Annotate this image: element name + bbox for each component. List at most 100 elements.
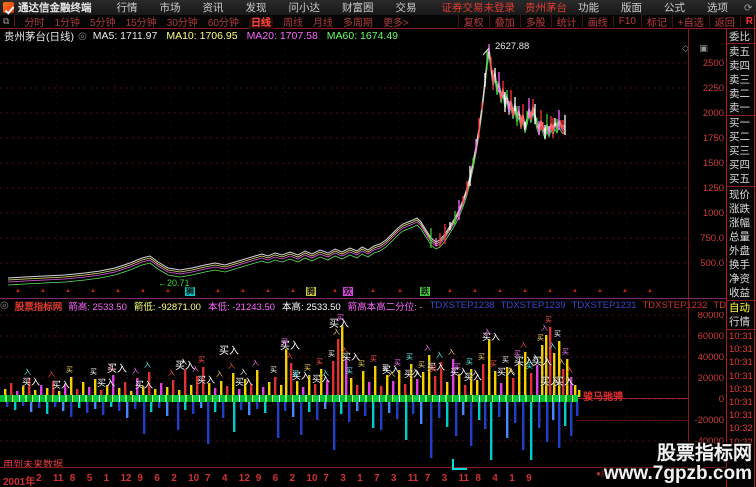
signal-noise-glyph: 入: [24, 369, 31, 376]
small-watermark: ●股票指: [596, 469, 625, 478]
tool-button-复权[interactable]: 复权: [457, 14, 489, 29]
menu-item-问小达[interactable]: 问小达: [288, 2, 321, 14]
quote-row-卖三[interactable]: 卖三: [729, 73, 750, 86]
chart-corner-icons[interactable]: ◇ ▣: [682, 43, 712, 53]
sell-marker-icon: ▲: [647, 288, 653, 294]
quote-row-卖五[interactable]: 卖五: [729, 45, 750, 58]
gear-icon[interactable]: ◎: [78, 30, 87, 42]
quote-row-行情[interactable]: 行情: [729, 316, 750, 329]
x-axis-month-label: 2: [171, 473, 177, 484]
quote-row-买三[interactable]: 买三: [729, 145, 750, 158]
indicator-step-labels: TDXSTEP1238 TDXSTEP1239 TDXSTEP1231 TDXSTEP…: [430, 300, 726, 311]
quote-row-收益[interactable]: 收益: [729, 287, 750, 300]
period-tab-60分钟[interactable]: 60分钟: [207, 18, 239, 29]
signal-noise-glyph: 买: [370, 356, 377, 363]
tool-button-多股[interactable]: 多股: [519, 14, 551, 29]
signal-noise-glyph: 入: [333, 329, 340, 336]
sell-marker-icon: ▲: [622, 288, 628, 294]
indicator-gear-icon[interactable]: ◎: [0, 300, 9, 311]
quote-row-买四[interactable]: 买四: [729, 159, 750, 172]
period-tab-30分钟[interactable]: 30分钟: [166, 18, 198, 29]
indicator-bar-chart[interactable]: [0, 312, 688, 460]
refresh-icon[interactable]: ⟳: [744, 2, 753, 14]
login-status[interactable]: 证券交易未登录: [441, 2, 516, 14]
signal-noise-glyph: 买: [478, 354, 485, 361]
period-tab-日线[interactable]: 日线: [248, 18, 273, 29]
period-tabs: 分时 1分钟 5分钟 15分钟 30分钟 60分钟 日线 周线 月线 多周期 更多>: [19, 14, 413, 29]
indicator-site-link[interactable]: 股票指标网: [14, 301, 63, 313]
signal-noise-glyph: 买: [304, 365, 311, 372]
tool-button-F10[interactable]: F10: [612, 16, 641, 27]
menu-item-财富圈[interactable]: 财富圈: [342, 2, 374, 14]
period-tab-1分钟[interactable]: 1分钟: [54, 18, 80, 29]
menu-item-市场[interactable]: 市场: [159, 2, 181, 14]
main-kline-chart[interactable]: [0, 43, 688, 296]
signal-noise-glyph: 买: [328, 351, 335, 358]
x-axis-year-label: 2001年: [3, 477, 36, 487]
quote-row-卖二[interactable]: 卖二: [729, 87, 750, 100]
signal-noise-glyph: 入: [388, 371, 395, 378]
price-axis-label: 500.0: [700, 258, 724, 269]
indicator-axis-label: -40000: [694, 436, 724, 447]
x-axis-month-label: 3: [340, 473, 346, 484]
period-tab-多周期[interactable]: 多周期: [342, 18, 373, 29]
ma-value: MA20: 1707.58: [246, 30, 318, 42]
menu-item-公式[interactable]: 公式: [664, 2, 685, 14]
indicator-values: 箭高: 2533.50 箭低: -92871.00 本低: -21243.50 本高:…: [68, 299, 429, 313]
period-tab-周线[interactable]: 周线: [282, 18, 303, 29]
menu-item-资讯[interactable]: 资讯: [202, 2, 224, 14]
tool-button-返回[interactable]: 返回: [708, 14, 740, 29]
signal-noise-glyph: 买: [292, 371, 299, 378]
buy-signal-label: 买入: [514, 357, 534, 368]
signal-noise-glyph: 买: [406, 354, 413, 361]
quote-row-买二[interactable]: 买二: [729, 131, 750, 144]
period-tab-分时[interactable]: 分时: [24, 18, 45, 29]
period-tab-15分钟[interactable]: 15分钟: [125, 18, 157, 29]
x-axis-month-label: 11: [52, 473, 64, 484]
quote-row-外盘[interactable]: 外盘: [729, 244, 750, 257]
quote-row-买一[interactable]: 买一: [729, 117, 750, 130]
quote-row-净资[interactable]: 净资: [729, 273, 750, 286]
period-tab-月线[interactable]: 月线: [312, 18, 333, 29]
menu-item-发现[interactable]: 发现: [245, 2, 267, 14]
x-axis-month-label: 5: [86, 473, 93, 484]
signal-noise-glyph: 入: [192, 366, 199, 373]
signal-noise-glyph: 买: [198, 357, 205, 364]
signal-noise-glyph: 买: [502, 357, 509, 364]
buy-signal-label: 买入: [22, 377, 41, 387]
x-axis[interactable]: 2001年 2 11 8 5 1 12 9 6 2 10 7 4 12 9 6 2 10 7 3 1 7 3 11 7 3 11 8 4…: [0, 467, 726, 487]
signal-noise-glyph: 入: [240, 369, 247, 376]
tool-button-标记[interactable]: 标记: [640, 14, 672, 29]
buy-signal-label: 买入: [135, 380, 154, 390]
tool-button-统计[interactable]: 统计: [550, 14, 582, 29]
signal-noise-glyph: 买: [490, 361, 497, 368]
quote-row-涨幅[interactable]: 涨幅: [729, 216, 750, 229]
buy-signal-label: 买入: [540, 377, 560, 388]
quote-row-换手[interactable]: 换手: [729, 259, 750, 272]
menu-item-行情[interactable]: 行情: [116, 2, 138, 14]
period-tab-更多>[interactable]: 更多>: [382, 18, 409, 29]
quote-row-涨跌[interactable]: 涨跌: [729, 202, 750, 215]
menu-item-选项[interactable]: 选项: [707, 2, 728, 14]
signal-noise-glyph: 买: [514, 351, 521, 358]
indicator-field: 本低: -21243.50: [207, 301, 276, 313]
chart-header: 贵州茅台(日线) ◎ MA5: 1711.97 MA10: 1706.95 MA20…: [0, 29, 726, 43]
quote-row-卖一[interactable]: 卖一: [729, 102, 750, 115]
quote-row-总量[interactable]: 总量: [729, 230, 750, 243]
tool-button-+自选[interactable]: +自选: [671, 14, 709, 29]
quote-row-买五[interactable]: 买五: [729, 173, 750, 186]
period-tab-5分钟[interactable]: 5分钟: [90, 18, 116, 29]
menu-item-功能[interactable]: 功能: [578, 2, 599, 14]
signal-noise-glyph: 入: [168, 370, 175, 377]
multi-window-icon[interactable]: ⧉: [3, 16, 16, 27]
tool-button-画线[interactable]: 画线: [581, 14, 613, 29]
quote-row-自动[interactable]: 自动: [729, 302, 750, 315]
menu-item-版面[interactable]: 版面: [621, 2, 642, 14]
sell-marker-icon: ▲: [597, 288, 603, 294]
quote-row-委比[interactable]: 委比: [729, 30, 750, 43]
x-axis-month-label: 9: [526, 473, 532, 484]
tool-button-叠加[interactable]: 叠加: [488, 14, 520, 29]
quote-row-卖四[interactable]: 卖四: [729, 59, 750, 72]
menu-item-交易[interactable]: 交易: [395, 2, 417, 14]
quote-row-现价[interactable]: 现价: [729, 188, 750, 201]
